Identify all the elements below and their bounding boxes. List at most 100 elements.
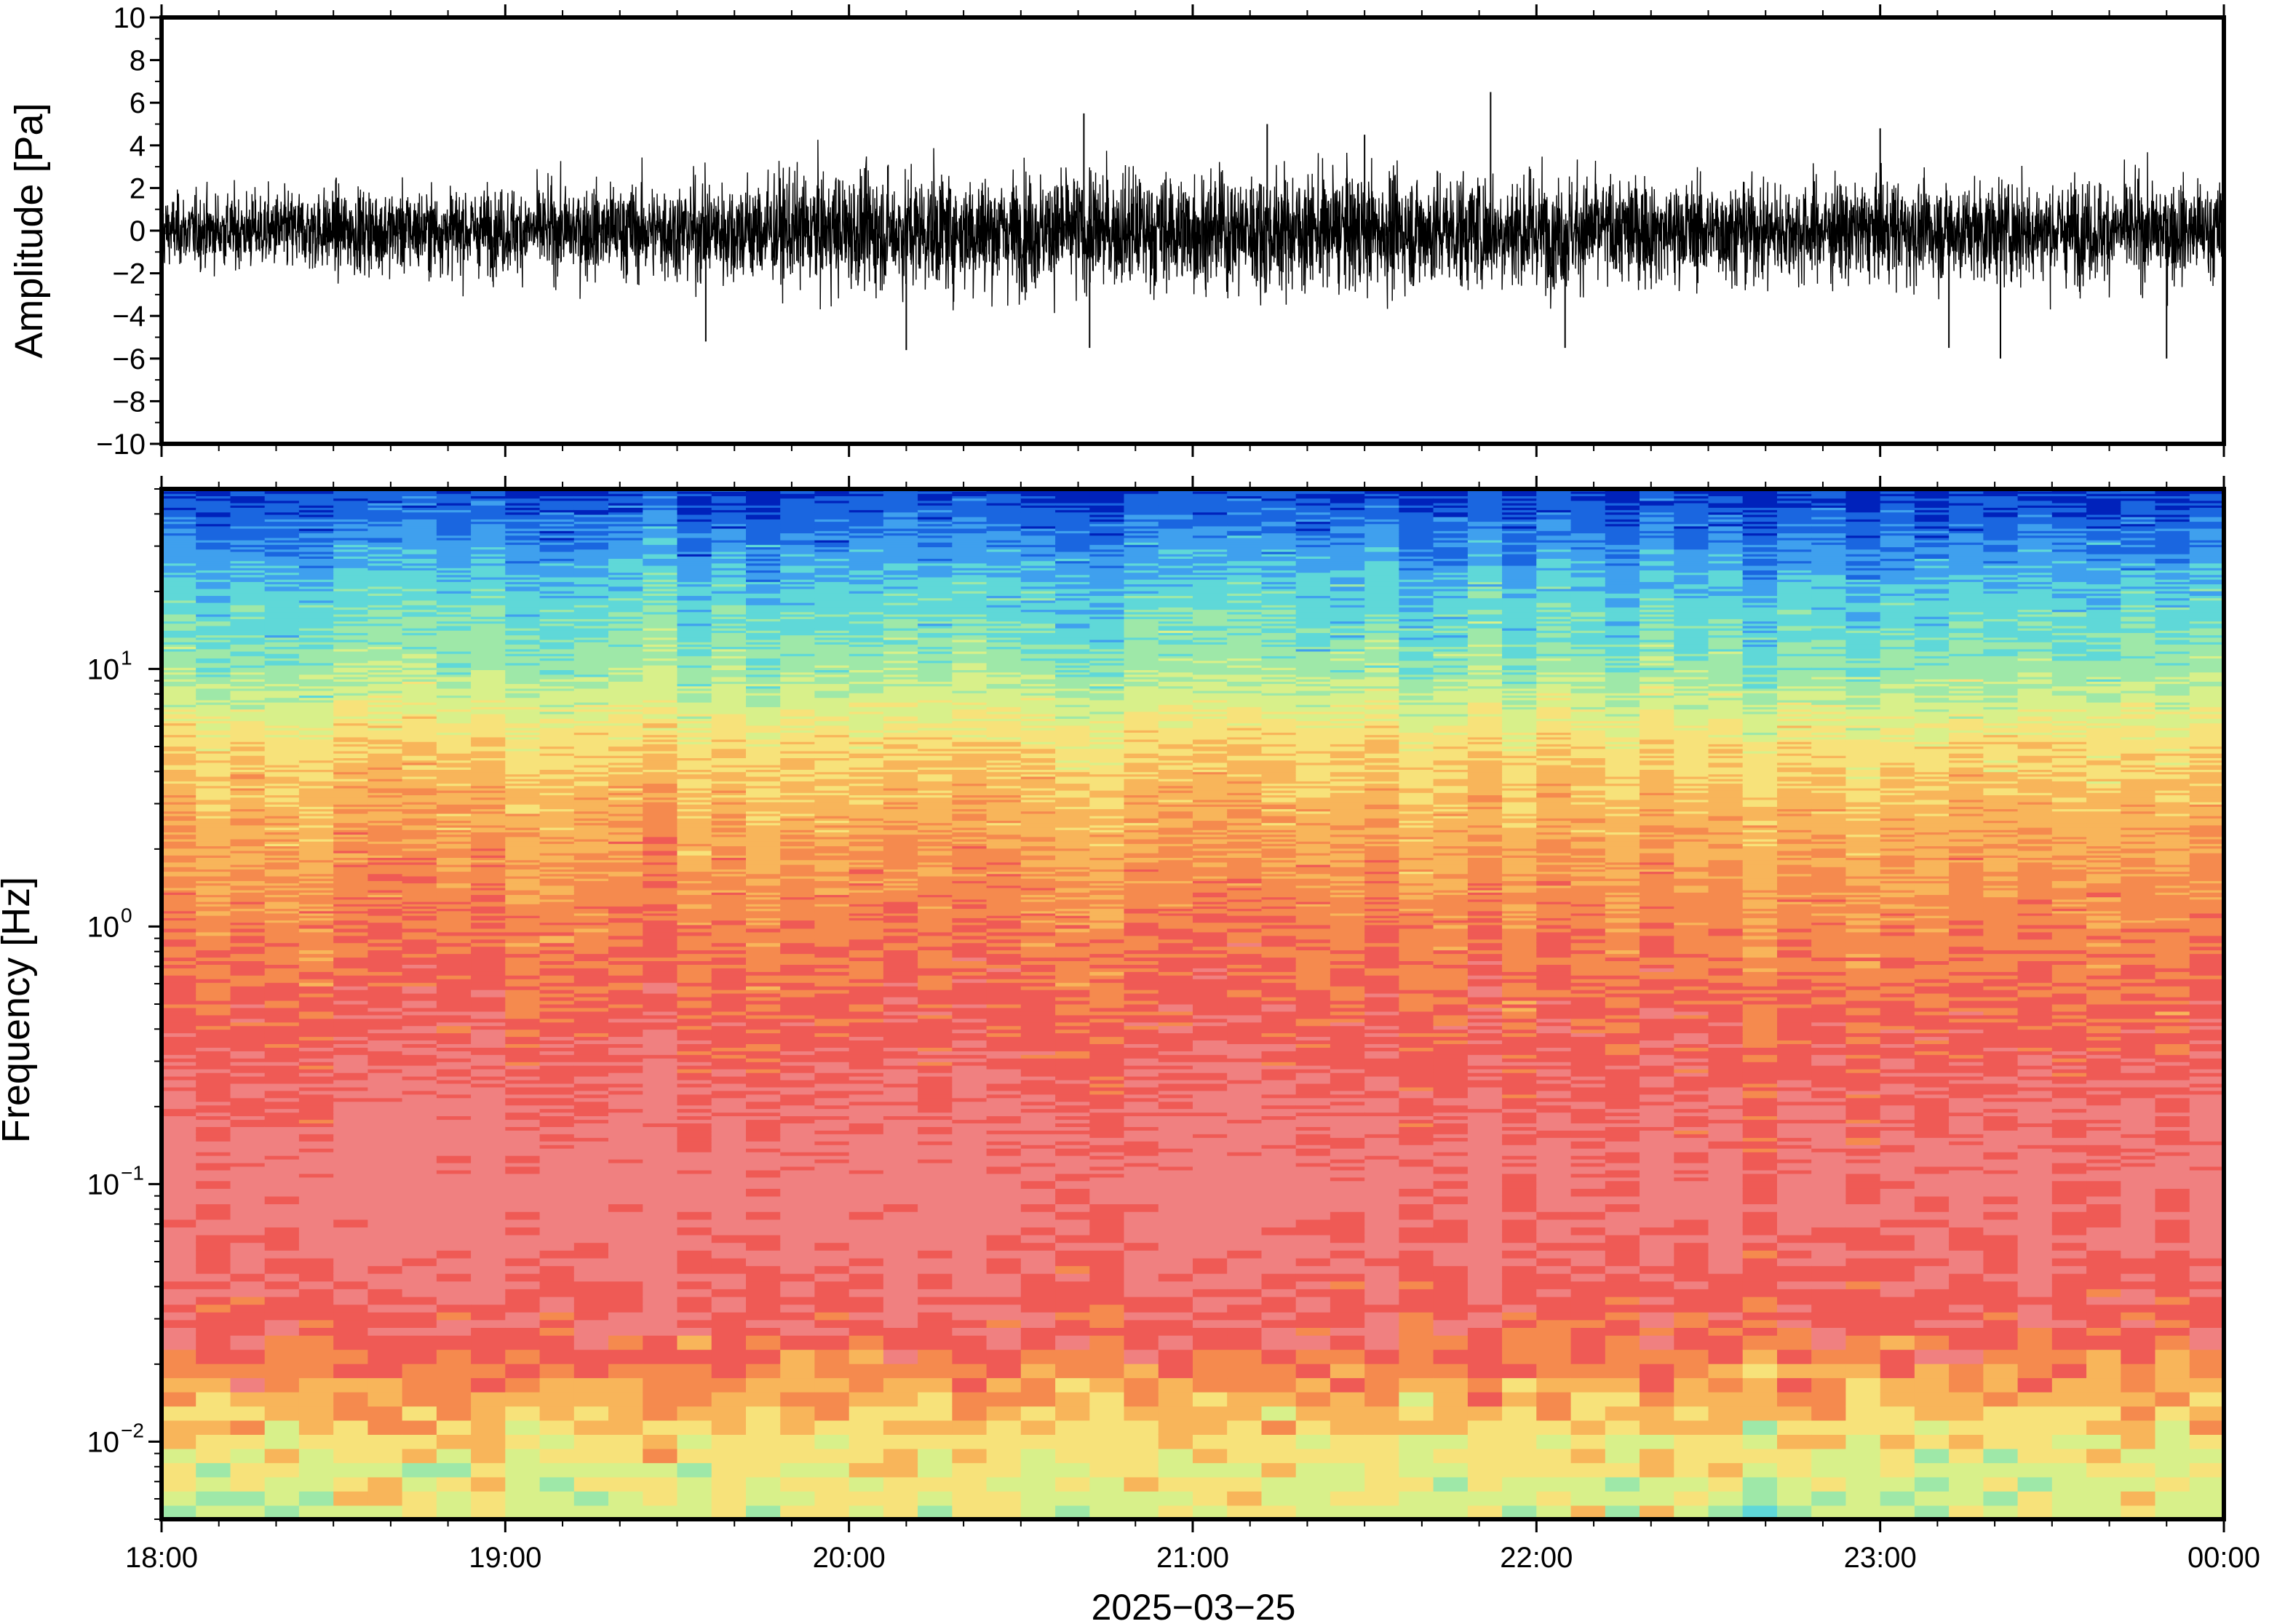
spectrogram-cell xyxy=(608,1147,643,1153)
spectrogram-cell xyxy=(677,1058,712,1062)
spectrogram-cell xyxy=(436,829,472,832)
spectrogram-cell xyxy=(230,727,266,731)
spectrogram-cell xyxy=(162,493,196,496)
spectrogram-cell xyxy=(471,1119,506,1123)
spectrogram-cell xyxy=(230,861,266,865)
spectrogram-cell xyxy=(402,1319,437,1328)
spectrogram-cell xyxy=(471,528,506,531)
spectrogram-cell xyxy=(436,1173,472,1178)
spectrogram-cell xyxy=(573,1011,609,1016)
spectrogram-cell xyxy=(711,1319,747,1328)
spectrogram-cell xyxy=(298,748,334,752)
spectrogram-cell xyxy=(505,767,541,770)
spectrogram-cell xyxy=(333,1363,369,1379)
spectrogram-cell xyxy=(162,867,196,869)
spectrogram-cell xyxy=(367,500,403,503)
spectrogram-cell xyxy=(402,852,437,856)
spectrogram-cell xyxy=(298,621,334,624)
spectrogram-cell xyxy=(333,1169,369,1174)
spectrogram-cell xyxy=(471,834,506,837)
spectrogram-cell xyxy=(196,690,231,693)
spectrogram-cell xyxy=(539,514,575,517)
spectrogram-cell xyxy=(505,789,541,793)
spectrogram-cell xyxy=(471,748,506,752)
spectrogram-cell xyxy=(264,960,300,965)
spectrogram-cell xyxy=(162,746,196,749)
spectrogram-cell xyxy=(539,1147,575,1153)
spectrogram-cell xyxy=(196,658,231,661)
spectrogram-cell xyxy=(162,820,196,824)
spectrogram-cell xyxy=(505,498,541,501)
spectrogram-cell xyxy=(402,495,437,499)
spectrogram-cell xyxy=(505,813,541,816)
spectrogram-cell xyxy=(264,514,300,517)
spectrogram-cell xyxy=(367,781,403,784)
spectrogram-cell xyxy=(471,1319,506,1328)
spectrogram-cell xyxy=(608,1018,643,1023)
spectrogram-cell xyxy=(436,507,472,511)
spectrogram-cell xyxy=(298,690,334,693)
spectrogram-cell xyxy=(539,855,575,858)
spectrogram-cell xyxy=(505,1162,541,1167)
spectrogram-cell xyxy=(367,1123,403,1127)
spectrogram-cell xyxy=(539,565,575,568)
spectrogram-cell xyxy=(471,653,506,656)
spectrogram-cell xyxy=(196,869,231,872)
spectrogram-cell xyxy=(264,572,300,576)
spectrogram-cell xyxy=(711,1064,747,1070)
spectrogram-cell xyxy=(436,732,472,736)
spectrogram-cell xyxy=(471,850,506,853)
spectrogram-cell xyxy=(230,1188,266,1197)
spectrogram-cell xyxy=(436,725,472,728)
spectrogram-cell xyxy=(505,931,541,936)
spectrogram-cell xyxy=(505,1079,541,1084)
spectrogram-cell xyxy=(436,757,472,761)
spectrogram-cell xyxy=(264,512,300,515)
spectrogram-cell xyxy=(505,565,541,568)
spectrogram-cell xyxy=(436,894,472,898)
spectrogram-cell xyxy=(162,824,196,828)
spectrogram-cell xyxy=(333,664,369,668)
spectrogram-cell xyxy=(298,627,334,631)
spectrogram-cell xyxy=(402,1158,437,1163)
spectrogram-cell xyxy=(298,808,334,812)
spectrogram-cell xyxy=(367,541,403,545)
spectrogram-cell xyxy=(162,1011,196,1016)
spectrogram-cell xyxy=(162,699,196,703)
spectrogram-cell xyxy=(539,843,575,847)
spectrogram-cell xyxy=(505,701,541,705)
spectrogram-cell xyxy=(436,588,472,592)
spectrogram-cell xyxy=(539,950,575,955)
spectrogram-cell xyxy=(608,953,643,958)
spectrogram-cell xyxy=(573,1349,609,1364)
spectrogram-cell xyxy=(505,593,541,596)
spectrogram-cell xyxy=(573,1097,609,1102)
spectrogram-cell xyxy=(505,920,541,923)
spectrogram-cell xyxy=(333,975,369,979)
spectrogram-cell xyxy=(677,1075,712,1080)
waveform-y-tick-label: −6 xyxy=(112,343,146,375)
spectrogram-cell xyxy=(230,971,266,976)
spectrogram-cell xyxy=(436,709,472,712)
spectrogram-cell xyxy=(367,811,403,814)
spectrogram-cell xyxy=(230,1141,266,1145)
spectrogram-cell xyxy=(367,490,403,494)
spectrogram-cell xyxy=(367,1108,403,1113)
spectrogram-cell xyxy=(471,584,506,587)
spectrogram-cell xyxy=(196,760,231,763)
spectrogram-cell xyxy=(367,957,403,961)
spectrogram-cell xyxy=(505,803,541,807)
spectrogram-cell xyxy=(230,832,266,835)
spectrogram-cell xyxy=(196,939,231,944)
spectrogram-cell xyxy=(298,896,334,900)
spectrogram-cell xyxy=(367,650,403,654)
spectrogram-cell xyxy=(298,971,334,976)
spectrogram-cell xyxy=(298,709,334,712)
spectrogram-cell xyxy=(505,576,541,580)
spectrogram-cell xyxy=(298,1327,334,1336)
spectrogram-cell xyxy=(471,727,506,731)
spectrogram-cell xyxy=(230,1281,266,1289)
spectrogram-cell xyxy=(643,1211,678,1220)
spectrogram-cell xyxy=(333,600,369,603)
spectrogram-cell xyxy=(264,734,300,738)
